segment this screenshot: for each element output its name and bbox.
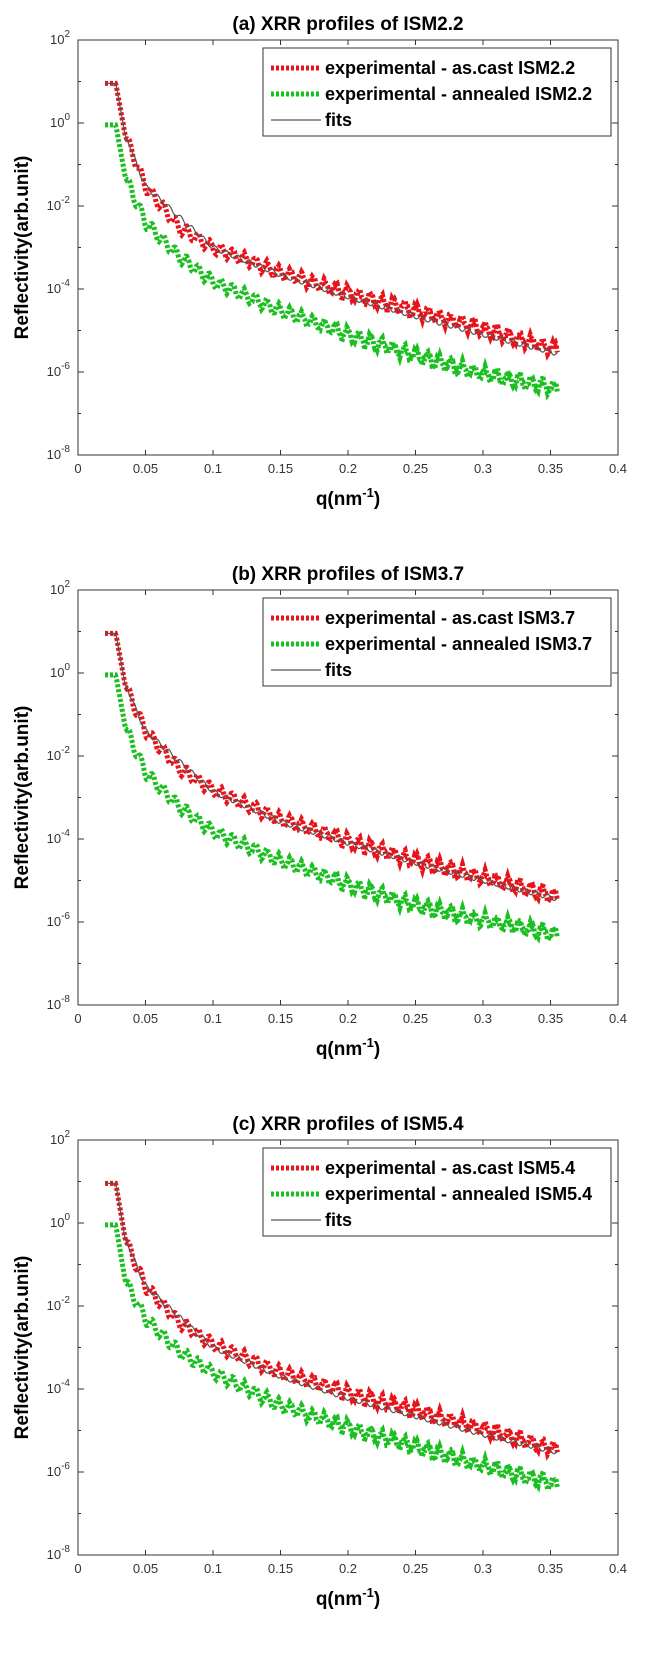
x-tick-label: 0.3	[474, 461, 492, 476]
y-tick-label: 10-8	[47, 994, 71, 1012]
y-tick-label: 10-6	[47, 911, 71, 929]
y-tick-label: 10-4	[47, 828, 71, 846]
y-tick-label: 10-8	[47, 444, 71, 462]
y-axis-label: Reflectivity(arb.unit)	[12, 1256, 33, 1440]
x-tick-label: 0	[74, 1011, 81, 1026]
x-tick-label: 0.2	[339, 461, 357, 476]
x-tick-label: 0.25	[403, 461, 428, 476]
y-tick-label: 10-2	[47, 195, 71, 213]
x-tick-label: 0.05	[133, 1011, 158, 1026]
chart-panel-3: (c) XRR profiles of ISM5.4 0 0.05 0.1 0.15 0.…	[12, 1114, 627, 1610]
y-axis-label: Reflectivity(arb.unit)	[12, 156, 33, 340]
series-annealed	[105, 122, 560, 401]
x-axis-label: q(nm-1)	[316, 485, 380, 510]
y-tick-label: 10-2	[47, 745, 71, 763]
y-tick-label: 10-8	[47, 1544, 71, 1562]
x-tick-label: 0.35	[538, 1561, 563, 1576]
legend: experimental - as.cast ISM2.2 experimenta…	[262, 47, 612, 137]
x-tick-label: 0.4	[609, 1011, 627, 1026]
legend: experimental - as.cast ISM5.4 experimenta…	[262, 1147, 612, 1237]
y-tick-label: 102	[50, 1129, 70, 1147]
legend: experimental - as.cast ISM3.7 experimenta…	[262, 597, 612, 687]
x-tick-label: 0.25	[403, 1561, 428, 1576]
fit-line	[105, 82, 558, 356]
x-tick-label: 0.4	[609, 461, 627, 476]
chart-panel-2: (b) XRR profiles of ISM3.7 0 0.05 0.1 0.15 0.…	[12, 564, 627, 1060]
legend-label: fits	[325, 1210, 352, 1230]
legend-label: fits	[325, 110, 352, 130]
x-tick-label: 0	[74, 1561, 81, 1576]
x-tick-label: 0.05	[133, 1561, 158, 1576]
y-tick-label: 100	[50, 1212, 70, 1230]
y-tick-label: 100	[50, 662, 70, 680]
chart-title: (a) XRR profiles of ISM2.2	[232, 14, 463, 35]
y-tick-label: 10-6	[47, 1461, 71, 1479]
fit-line	[105, 632, 558, 901]
legend-box	[262, 47, 612, 137]
x-tick-label: 0.2	[339, 1011, 357, 1026]
legend-label: experimental - annealed ISM3.7	[325, 634, 592, 654]
series-annealed	[105, 672, 560, 947]
x-tick-label: 0	[74, 461, 81, 476]
y-tick-label: 102	[50, 29, 70, 47]
x-tick-label: 0.05	[133, 461, 158, 476]
x-tick-label: 0.2	[339, 1561, 357, 1576]
x-tick-label: 0.15	[268, 1561, 293, 1576]
x-axis-label: q(nm-1)	[316, 1035, 380, 1060]
chart-panel-1: (a) XRR profiles of ISM2.2 0 0.05 0.1 0.15 0.…	[12, 14, 627, 510]
x-tick-label: 0.4	[609, 1561, 627, 1576]
x-tick-label: 0.15	[268, 1011, 293, 1026]
series-as-cast	[105, 80, 560, 361]
y-axis-label: Reflectivity(arb.unit)	[12, 706, 33, 890]
y-tick-label: 10-2	[47, 1295, 71, 1313]
x-axis-label: q(nm-1)	[316, 1585, 380, 1610]
legend-label: experimental - as.cast ISM2.2	[325, 58, 575, 78]
fit-line	[105, 1182, 558, 1455]
legend-label: experimental - as.cast ISM3.7	[325, 608, 575, 628]
chart-title: (b) XRR profiles of ISM3.7	[232, 564, 464, 585]
x-tick-label: 0.35	[538, 461, 563, 476]
chart-title: (c) XRR profiles of ISM5.4	[232, 1114, 464, 1135]
x-tick-label: 0.3	[474, 1561, 492, 1576]
legend-label: experimental - as.cast ISM5.4	[325, 1158, 575, 1178]
y-tick-label: 100	[50, 112, 70, 130]
legend-label: experimental - annealed ISM2.2	[325, 84, 592, 104]
y-tick-label: 10-6	[47, 361, 71, 379]
legend-box	[262, 597, 612, 687]
x-tick-label: 0.35	[538, 1011, 563, 1026]
y-tick-label: 102	[50, 579, 70, 597]
x-tick-label: 0.1	[204, 1011, 222, 1026]
y-tick-label: 10-4	[47, 278, 71, 296]
x-tick-label: 0.1	[204, 461, 222, 476]
y-tick-label: 10-4	[47, 1378, 71, 1396]
x-tick-label: 0.3	[474, 1011, 492, 1026]
x-tick-label: 0.15	[268, 461, 293, 476]
series-as-cast	[105, 630, 560, 909]
legend-label: experimental - annealed ISM5.4	[325, 1184, 592, 1204]
legend-box	[262, 1147, 612, 1237]
x-tick-label: 0.25	[403, 1011, 428, 1026]
series-annealed	[105, 1222, 560, 1497]
legend-label: fits	[325, 660, 352, 680]
x-tick-label: 0.1	[204, 1561, 222, 1576]
